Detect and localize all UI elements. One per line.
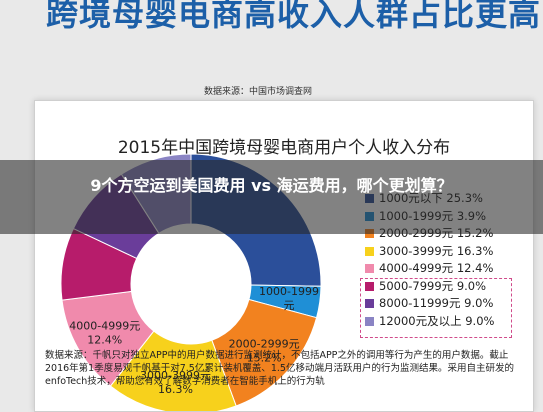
pie-data-label-3-1: 12.4% <box>87 334 122 347</box>
legend-swatch-6 <box>365 299 374 308</box>
legend-swatch-3 <box>365 246 374 256</box>
pie-data-label-3-0: 4000-4999元 <box>69 320 140 333</box>
pie-slice-2 <box>211 298 318 407</box>
top-source-note: 数据来源：中国市场调查网 <box>204 87 313 97</box>
article-title-text[interactable]: 9个方空运到美国费用 vs 海运费用，哪个更划算？ <box>90 176 453 195</box>
pie-data-label-2-0: 3000-3999元 <box>140 369 211 382</box>
legend-swatch-5 <box>365 281 374 291</box>
bottom-source-note: 数据来源：千帆只对独立APP中的用户数据进行监测统计，不包括APP之外的调用等行… <box>45 350 514 387</box>
legend-label-7: 12000元及以上 9.0% <box>379 313 495 328</box>
legend-swatch-7 <box>365 316 374 326</box>
high-income-highlight-box <box>360 278 512 338</box>
legend-item-4: 4000-4999元 12.4% <box>365 260 525 278</box>
page-heading: 跨境母婴电商高收入人群占比更高 <box>46 0 542 33</box>
pie-data-label-2-1: 16.3% <box>158 383 193 396</box>
pie-data-label-1-0: 2000-2999元 <box>229 338 300 351</box>
pie-data-label-0-1: 元 <box>284 299 295 312</box>
chart-title: 2015年中国跨境母婴电商用户个人收入分布 <box>117 138 451 158</box>
chart-card: 2015年中国跨境母婴电商用户个人收入分布 1000-1999 元 2000-299… <box>34 100 534 412</box>
legend-label-5: 5000-7999元 9.0% <box>379 278 487 293</box>
legend-item-3: 3000-3999元 16.3% <box>365 243 525 261</box>
legend-swatch-4 <box>365 264 374 273</box>
legend-item-5: 5000-7999元 9.0% <box>365 278 525 296</box>
legend-item-7: 12000元及以上 9.0% <box>365 313 525 331</box>
legend-item-6: 8000-11999元 9.0% <box>365 295 525 313</box>
legend-label-6: 8000-11999元 9.0% <box>379 296 494 310</box>
legend-label-4: 4000-4999元 12.4% <box>379 261 494 275</box>
pie-data-label-0-0: 1000-1999 <box>259 285 319 298</box>
pie-data-label-1-1: 15.2% <box>247 352 282 365</box>
legend-label-3: 3000-3999元 16.3% <box>379 243 494 258</box>
article-title-banner[interactable]: 9个方空运到美国费用 vs 海运费用，哪个更划算？ <box>0 160 543 234</box>
